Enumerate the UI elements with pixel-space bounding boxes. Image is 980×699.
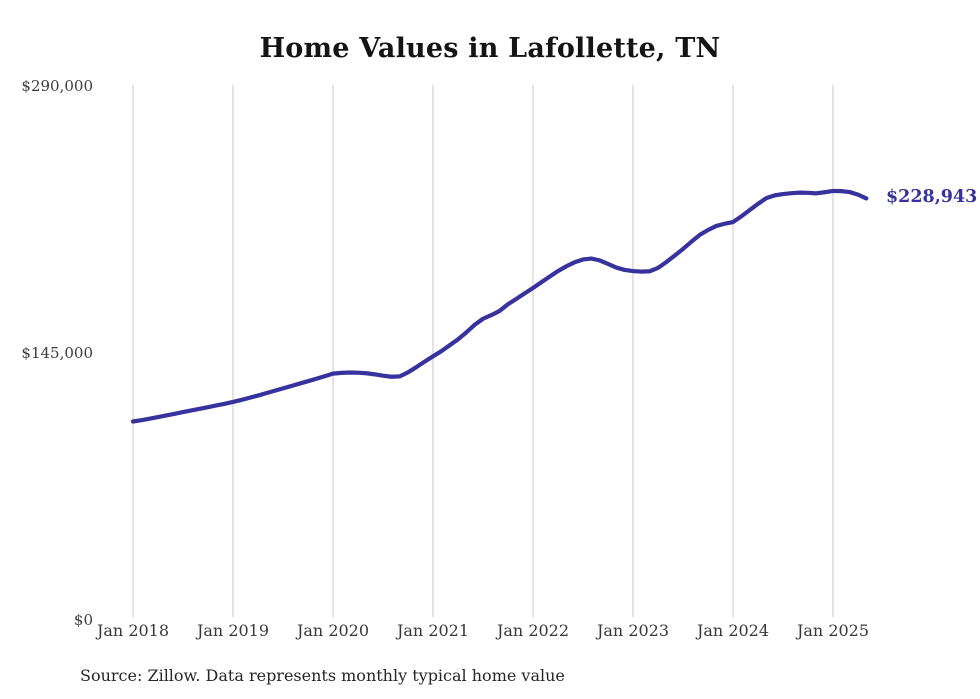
x-axis-label: Jan 2025 [796, 621, 870, 640]
x-axis-label: Jan 2018 [96, 621, 170, 640]
x-axis-label: Jan 2021 [396, 621, 470, 640]
y-axis-label: $145,000 [21, 344, 93, 362]
x-axis-label: Jan 2023 [596, 621, 670, 640]
latest-value-label: $228,943 [886, 187, 978, 208]
x-axis-label: Jan 2020 [296, 621, 370, 640]
x-axis-label: Jan 2019 [196, 621, 270, 640]
chart-title: Home Values in Lafollette, TN [259, 33, 721, 64]
vertical-gridlines [132, 85, 834, 617]
source-note: Source: Zillow. Data represents monthly … [80, 666, 565, 685]
y-axis-label: $0 [73, 611, 93, 629]
x-axis-label: Jan 2024 [696, 621, 770, 640]
x-axis-label: Jan 2022 [496, 621, 570, 640]
y-axis-label: $290,000 [21, 77, 93, 95]
home-value-line [130, 188, 869, 424]
